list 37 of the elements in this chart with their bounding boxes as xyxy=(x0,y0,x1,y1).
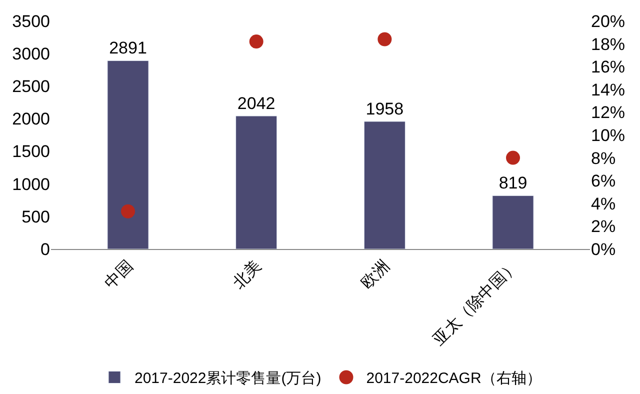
y2-tick-label: 18% xyxy=(591,34,626,54)
data-label: 2042 xyxy=(237,94,276,113)
legend-label: 2017-2022累计零售量(万台) xyxy=(134,370,322,388)
y-tick-label: 3000 xyxy=(12,44,50,64)
y2-tick-label: 16% xyxy=(591,58,626,77)
y2-tick-label: 10% xyxy=(591,126,626,145)
y-tick-label: 2000 xyxy=(12,110,50,129)
x-tick-label: 北美 xyxy=(229,256,265,292)
point xyxy=(249,34,264,49)
point xyxy=(378,32,392,46)
data-label: 1958 xyxy=(366,99,404,118)
bar xyxy=(364,121,406,249)
y2-tick-label: 14% xyxy=(591,80,626,100)
y2-tick-label: 2% xyxy=(591,217,616,236)
legend-label: 2017-2022CAGR（右轴） xyxy=(366,370,542,388)
y2-tick-label: 0% xyxy=(591,240,616,259)
point xyxy=(121,204,135,218)
y2-tick-label: 12% xyxy=(591,103,626,122)
y2-tick-label: 6% xyxy=(591,172,616,191)
bar xyxy=(107,60,149,249)
bar xyxy=(236,116,278,249)
y-tick-label: 500 xyxy=(22,207,50,226)
data-label: 2891 xyxy=(109,38,147,58)
y2-tick-label: 4% xyxy=(591,194,616,214)
x-tick-label: 亚太（除中国） xyxy=(430,256,522,349)
y2-tick-label: 8% xyxy=(591,148,616,168)
y-tick-label: 3500 xyxy=(12,12,50,31)
y2-tick-label: 20% xyxy=(591,12,626,31)
x-tick-label: 欧洲 xyxy=(358,256,394,292)
y-tick-label: 1000 xyxy=(12,174,50,194)
y-tick-label: 2500 xyxy=(12,77,50,96)
y-tick-label: 0 xyxy=(40,240,50,259)
x-tick-label: 中国 xyxy=(101,256,136,292)
bar xyxy=(492,195,534,249)
y-tick-label: 1500 xyxy=(12,142,50,162)
point xyxy=(506,150,520,165)
data-label: 819 xyxy=(498,174,528,193)
